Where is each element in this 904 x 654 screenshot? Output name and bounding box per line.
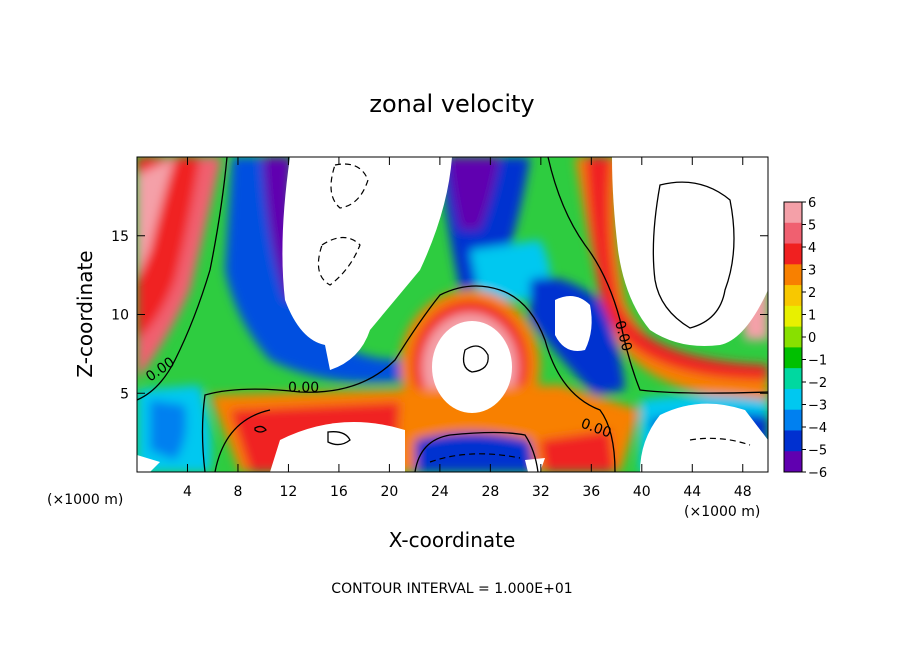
colorbar-label: 6 [808,196,816,211]
x-tick-label: 20 [380,484,398,500]
contour-label: 0.00 [288,380,319,396]
colorbar-label: −5 [808,444,827,459]
y-tick-label: 15 [111,229,129,245]
colorbar-swatch [784,243,802,265]
x-tick-label: 24 [431,484,449,500]
colorbar-label: 3 [808,264,816,279]
x-tick-label: 32 [532,484,550,500]
colorbar-label: −3 [808,399,827,414]
x-tick-label: 16 [330,484,348,500]
colorbar-label: 0 [808,331,816,346]
right-warm-band [575,157,768,400]
colorbar: 6 5 4 3 2 1 0 −1 −2 −3 −4 −5 −6 [783,196,827,481]
x-tick-label: 44 [683,484,701,500]
colorbar-swatch [784,347,802,369]
x-tick-label: 48 [734,484,752,500]
x-tick-label: 4 [183,484,192,500]
right-red-core [585,157,768,380]
x-axis-label: X-coordinate [389,528,516,552]
colorbar-swatch [784,409,802,431]
mid-purple [448,157,500,230]
bottom-mid-blue [415,432,535,472]
bottom-left-blue [150,400,187,460]
x-tick-label: 12 [280,484,298,500]
contour-interval-note: CONTOUR INTERVAL = 1.000E+01 [331,581,572,597]
colorbar-label: −4 [808,421,827,436]
x-axis: 4 8 12 16 20 24 28 32 36 40 44 48 [183,157,752,500]
x-tick-label: 40 [633,484,651,500]
colorbar-swatch [784,430,802,452]
colorbar-swatch [784,368,802,390]
y-tick-label: 5 [120,386,129,402]
colorbar-label: −6 [808,466,827,481]
colorbar-label: 5 [808,219,816,234]
left-pink-edge [137,157,175,280]
bottom-red-right [540,430,615,472]
colorbar-label: 2 [808,286,816,301]
x-tick-label: 28 [481,484,499,500]
colorbar-label: −1 [808,354,827,369]
colorbar-swatch [784,388,802,411]
x-tick-label: 8 [233,484,242,500]
colorbar-swatch [784,305,802,328]
contour-lines [137,157,768,472]
y-tick-label: 10 [111,308,129,324]
colorbar-label: 4 [808,241,816,256]
negative-contours [317,163,751,463]
colorbar-swatch [784,202,802,224]
colorbar-swatch [784,285,802,307]
y-axis: 5 10 15 [111,229,768,402]
colorbar-swatch [784,326,802,348]
white-regions [137,157,768,472]
x-tick-label: 36 [582,484,600,500]
colorbar-label: −2 [808,376,827,391]
colorbar-swatch [784,451,802,473]
colorbar-label: 1 [808,309,816,324]
y-axis-label: Z-coordinate [73,250,97,377]
colorbar-swatch [784,264,802,286]
x-unit-right: (×1000 m) [684,504,760,520]
contour-label: 0.00 [611,319,635,353]
chart-title: zonal velocity [369,90,534,118]
plot-area: 0.00 0.00 0.00 0.00 [137,157,768,472]
colorbar-swatch [784,222,802,245]
x-unit-left: (×1000 m) [47,492,123,508]
